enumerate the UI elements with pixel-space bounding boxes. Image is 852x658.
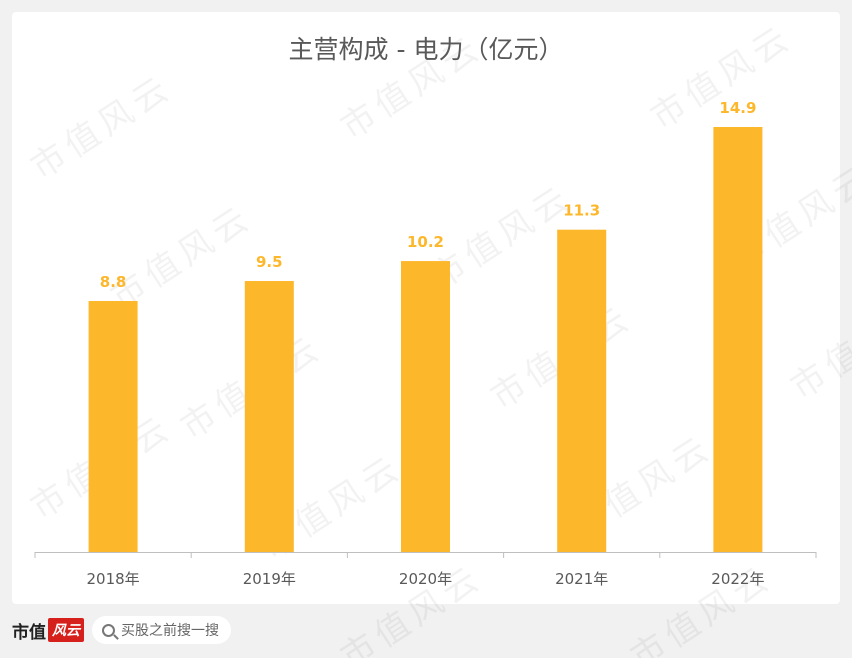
bar [713,127,763,552]
footer-bar: 市值 风云 买股之前搜一搜 [12,614,231,646]
brand-logo-mark: 风云 [48,618,84,642]
x-tick-label: 2022年 [711,570,764,588]
data-label: 9.5 [256,253,283,271]
chart-title: 主营构成 - 电力（亿元） [288,35,564,64]
bar [401,261,450,552]
x-tick-label: 2021年 [555,570,608,588]
bar [557,229,607,552]
search-icon [102,623,115,637]
x-tick-label: 2019年 [243,570,296,588]
brand-logo[interactable]: 市值 风云 [12,618,84,643]
x-tick-label: 2018年 [87,570,140,588]
data-label: 10.2 [407,233,444,251]
brand-logo-text: 市值 [12,622,46,643]
data-label: 11.3 [563,202,600,220]
data-label: 8.8 [100,273,127,291]
bar [244,281,294,552]
search-box[interactable]: 买股之前搜一搜 [92,616,231,644]
x-tick-label: 2020年 [399,570,452,588]
search-text: 买股之前搜一搜 [121,623,219,639]
data-label: 14.9 [719,99,756,117]
bar [88,300,138,552]
